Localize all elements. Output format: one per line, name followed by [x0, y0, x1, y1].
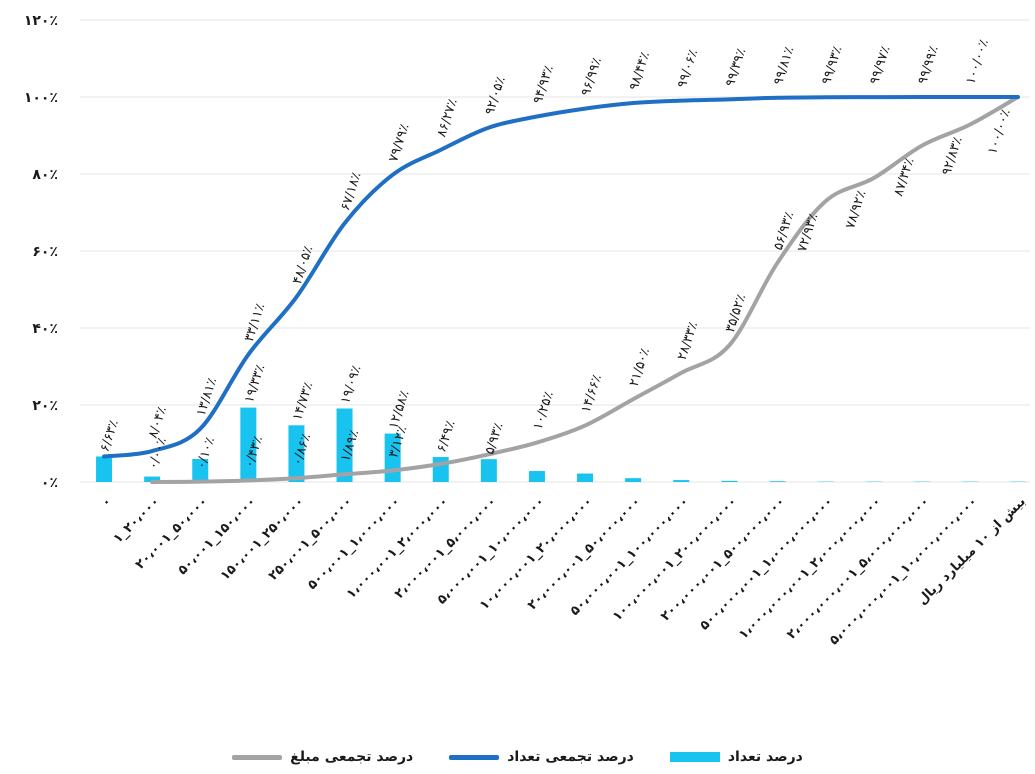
- cumulative-count-label: ۸/۰۴٪: [146, 405, 170, 440]
- cumulative-amount-label: ۰/۰۰٪: [146, 436, 170, 471]
- cumulative-count-label: ۹۸/۴۴٪: [627, 50, 653, 92]
- bar-data-label: ۶/۶۳٪: [98, 418, 122, 453]
- series-line: [150, 95, 1020, 484]
- cumulative-amount-label: ۹۲/۸۳٪: [939, 135, 965, 177]
- bar-data-label: ۱۲/۵۸٪: [386, 389, 412, 431]
- cumulative-count-label: ۱۳/۸۱٪: [194, 376, 220, 418]
- bar: [673, 480, 690, 482]
- cumulative-count-label: ۹۹/۳۹٪: [723, 47, 749, 89]
- series-line: [102, 94, 1020, 459]
- cumulative-amount-label: ۵۶/۹۳٪: [771, 210, 797, 252]
- chart-legend: درصد تعداد درصد تجمعی تعداد درصد تجمعی م…: [0, 744, 1035, 770]
- bar: [528, 471, 545, 482]
- bar-data-label: ۱۹/۳۳٪: [242, 363, 268, 405]
- combo-chart: ۰٪ ۲۰٪ ۴۰٪ ۶۰٪ ۸۰٪ ۱۰۰٪ ۱۲۰٪ ۶/۶۳٪ ۱۹/۳۳٪ ۱۴/۷۳٪ ۱…: [24, 13, 1030, 648]
- bar: [769, 481, 786, 482]
- bar: [721, 480, 738, 482]
- bar: [432, 457, 449, 482]
- cumulative-count-label: ۹۹/۹۷٪: [867, 44, 893, 86]
- bar: [192, 458, 209, 482]
- cumulative-count-label: ۹۹/۸۱٪: [771, 45, 797, 87]
- cumulative-amount-label: ۲۱/۵۰٪: [627, 346, 653, 388]
- cumulative-count-label: ۹۹/۹۹٪: [915, 44, 941, 86]
- legend-swatch-line-icon: [449, 754, 500, 760]
- x-tick-label: ۲۵۰،۰۰۱_۵۰۰،۰۰۰: [266, 494, 356, 584]
- bar: [288, 425, 305, 482]
- y-tick-label: ۴۰٪: [32, 321, 58, 337]
- cumulative-count-label: ۹۹/۰۶٪: [675, 48, 701, 90]
- cumulative-amount-label: ۳/۱۲٪: [386, 424, 410, 459]
- cumulative-count-label: ۹۹/۹۳٪: [819, 44, 845, 86]
- cumulative-count-label: ۹۶/۹۹٪: [579, 56, 605, 98]
- cumulative-amount-label: ۱۴/۶۶٪: [579, 373, 605, 415]
- bar: [480, 459, 497, 482]
- y-tick-label: ۱۲۰٪: [24, 13, 58, 29]
- cumulative-count-label: ۹۲/۰۵٪: [482, 75, 508, 117]
- legend-label-cumulative-amount: درصد تجمعی مبلغ: [290, 749, 414, 765]
- legend-item-cumulative-count: درصد تجمعی تعداد: [449, 749, 634, 765]
- bar-data-label: ۱۴/۷۳٪: [290, 381, 316, 423]
- bar: [240, 407, 257, 482]
- cumulative-count-label: ۱۰۰/۰۰٪: [963, 38, 992, 87]
- bar-data-label: ۶/۴۹٪: [434, 419, 458, 454]
- y-tick-label: ۰٪: [41, 475, 58, 491]
- cumulative-amount-label: ۰/۱۰٪: [194, 435, 218, 470]
- cumulative-count-label: ۷۹/۷۹٪: [386, 122, 412, 164]
- x-tick-label: ۰: [99, 494, 115, 510]
- legend-swatch-line-icon: [232, 754, 283, 760]
- legend-swatch-bar-icon: [669, 752, 720, 762]
- bar: [625, 478, 642, 482]
- cumulative-count-label: ۸۶/۲۷٪: [434, 97, 460, 139]
- y-tick-label: ۸۰٪: [32, 167, 58, 183]
- cumulative-amount-label: ۱۰/۲۵٪: [530, 390, 556, 432]
- cumulative-count-label: ۹۴/۹۳٪: [530, 64, 556, 106]
- x-tick-label: ۱۵۰،۰۰۱_۲۵۰،۰۰۰: [218, 494, 308, 584]
- y-tick-label: ۲۰٪: [32, 398, 58, 414]
- legend-label-cumulative-count: درصد تجمعی تعداد: [507, 749, 634, 765]
- y-tick-label: ۱۰۰٪: [24, 90, 58, 106]
- legend-item-count-percent: درصد تعداد: [669, 749, 803, 765]
- cumulative-amount-label: ۷۸/۹۲٪: [843, 189, 869, 231]
- bar: [144, 476, 161, 482]
- bar: [336, 408, 353, 482]
- cumulative-amount-label: ۲۸/۳۳٪: [675, 320, 701, 362]
- y-tick-label: ۶۰٪: [32, 244, 58, 260]
- bar: [577, 473, 594, 482]
- legend-item-cumulative-amount: درصد تجمعی مبلغ: [232, 749, 413, 765]
- bar-data-label: ۱۹/۰۹٪: [338, 364, 364, 406]
- legend-label-count-percent: درصد تعداد: [727, 749, 803, 765]
- x-tick-label: ۵۰۰،۰۰۱_۱،۰۰۰،۰۰۰: [305, 494, 404, 593]
- bar: [96, 456, 113, 482]
